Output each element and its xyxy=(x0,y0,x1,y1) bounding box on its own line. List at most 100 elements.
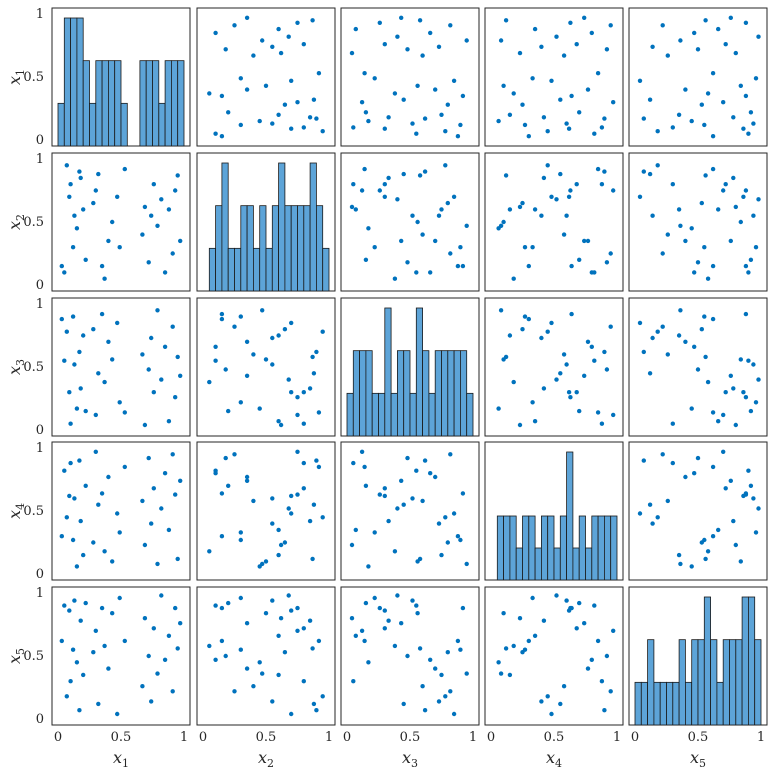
panel-x4-vs-x1 xyxy=(51,441,191,581)
histogram-bar xyxy=(322,247,330,292)
scatter-point xyxy=(568,20,573,25)
histogram-bar xyxy=(371,392,379,437)
scatter-point xyxy=(670,182,675,187)
scatter-point xyxy=(213,657,218,662)
scatter-point xyxy=(705,276,711,281)
scatter-point xyxy=(451,194,457,199)
histogram-bar xyxy=(396,350,405,437)
scatter-point xyxy=(81,207,86,212)
scatter-point xyxy=(351,679,356,684)
scatter-point xyxy=(410,213,415,218)
scatter-point xyxy=(307,115,313,120)
scatter-point xyxy=(574,42,579,47)
scatter-point xyxy=(532,207,538,212)
x-tick-label: 0.5 xyxy=(256,730,277,745)
scatter-point xyxy=(511,379,516,385)
histogram-bar xyxy=(108,60,116,147)
scatter-point xyxy=(170,324,175,329)
scatter-point xyxy=(301,679,306,684)
scatter-point xyxy=(733,50,738,56)
scatter-point xyxy=(162,344,168,349)
histogram-bar xyxy=(678,639,686,726)
scatter-point xyxy=(83,483,88,488)
scatter-point xyxy=(353,207,358,212)
scatter-point xyxy=(498,223,504,228)
scatter-point xyxy=(507,112,513,118)
scatter-point xyxy=(316,638,322,644)
scatter-point xyxy=(286,593,291,598)
scatter-point xyxy=(705,379,711,385)
scatter-point xyxy=(692,270,697,275)
x-axis-label-x5: x5 xyxy=(690,748,706,770)
scatter-point xyxy=(117,245,122,250)
scatter-point xyxy=(301,390,306,395)
scatter-point xyxy=(68,182,73,187)
histogram-bar xyxy=(152,60,160,147)
scatter-point xyxy=(641,169,646,174)
scatter-point xyxy=(238,76,243,81)
scatter-point xyxy=(110,219,115,225)
histogram-bar xyxy=(522,515,530,581)
scatter-point xyxy=(359,449,365,454)
scatter-point xyxy=(115,511,120,516)
y-tick-label: 0.5 xyxy=(23,360,44,375)
scatter-point xyxy=(522,245,528,250)
histogram-bar xyxy=(365,350,373,437)
scatter-point xyxy=(683,339,688,344)
scatter-point xyxy=(549,711,554,717)
y-tick-label: 1 xyxy=(36,586,44,601)
panel-x1-vs-x2 xyxy=(196,7,336,147)
scatter-point xyxy=(436,699,442,704)
histogram-bar xyxy=(315,205,324,292)
scatter-point xyxy=(149,699,154,704)
scatter-point xyxy=(178,478,183,483)
scatter-point xyxy=(257,406,262,411)
scatter-point xyxy=(170,251,175,256)
histogram-bar xyxy=(57,102,65,147)
scatter-point xyxy=(140,684,145,689)
scatter-point xyxy=(362,464,367,470)
histogram-bar xyxy=(672,681,680,726)
scatter-point xyxy=(665,498,670,504)
scatter-point xyxy=(282,540,288,545)
scatter-point xyxy=(665,53,670,58)
scatter-point xyxy=(372,530,377,535)
scatter-point xyxy=(692,471,697,476)
scatter-point xyxy=(77,169,82,174)
scatter-point xyxy=(178,238,183,244)
scatter-point xyxy=(650,521,655,526)
scatter-point xyxy=(539,335,544,341)
scatter-point xyxy=(458,122,463,128)
scatter-point xyxy=(498,671,504,676)
histogram-bar xyxy=(604,515,612,581)
scatter-point xyxy=(401,701,406,707)
scatter-point xyxy=(77,708,82,713)
scatter-point xyxy=(399,478,404,483)
scatter-point xyxy=(451,511,457,516)
scatter-point xyxy=(689,118,694,124)
scatter-point xyxy=(178,373,183,378)
scatter-point xyxy=(689,564,694,569)
scatter-point xyxy=(695,260,701,265)
scatter-point xyxy=(443,515,448,520)
scatter-point xyxy=(382,486,387,491)
histogram-bar xyxy=(453,350,461,437)
scatter-point xyxy=(149,521,154,526)
scatter-point xyxy=(155,561,160,567)
scatter-point xyxy=(592,131,597,136)
panel-frame xyxy=(196,7,336,147)
scatter-point xyxy=(207,379,212,385)
histogram-bar xyxy=(70,17,78,147)
histogram-bar xyxy=(722,639,730,726)
scatter-point xyxy=(676,333,682,338)
scatter-point xyxy=(689,406,694,411)
scatter-point xyxy=(106,339,111,344)
histogram-bar xyxy=(640,681,648,726)
scatter-point xyxy=(99,605,105,611)
scatter-point xyxy=(122,410,128,415)
scatter-point xyxy=(705,91,711,96)
x-axis-label-x4: x4 xyxy=(546,748,562,770)
scatter-point xyxy=(170,689,175,694)
scatter-point xyxy=(541,386,547,391)
scatter-point xyxy=(561,232,567,237)
